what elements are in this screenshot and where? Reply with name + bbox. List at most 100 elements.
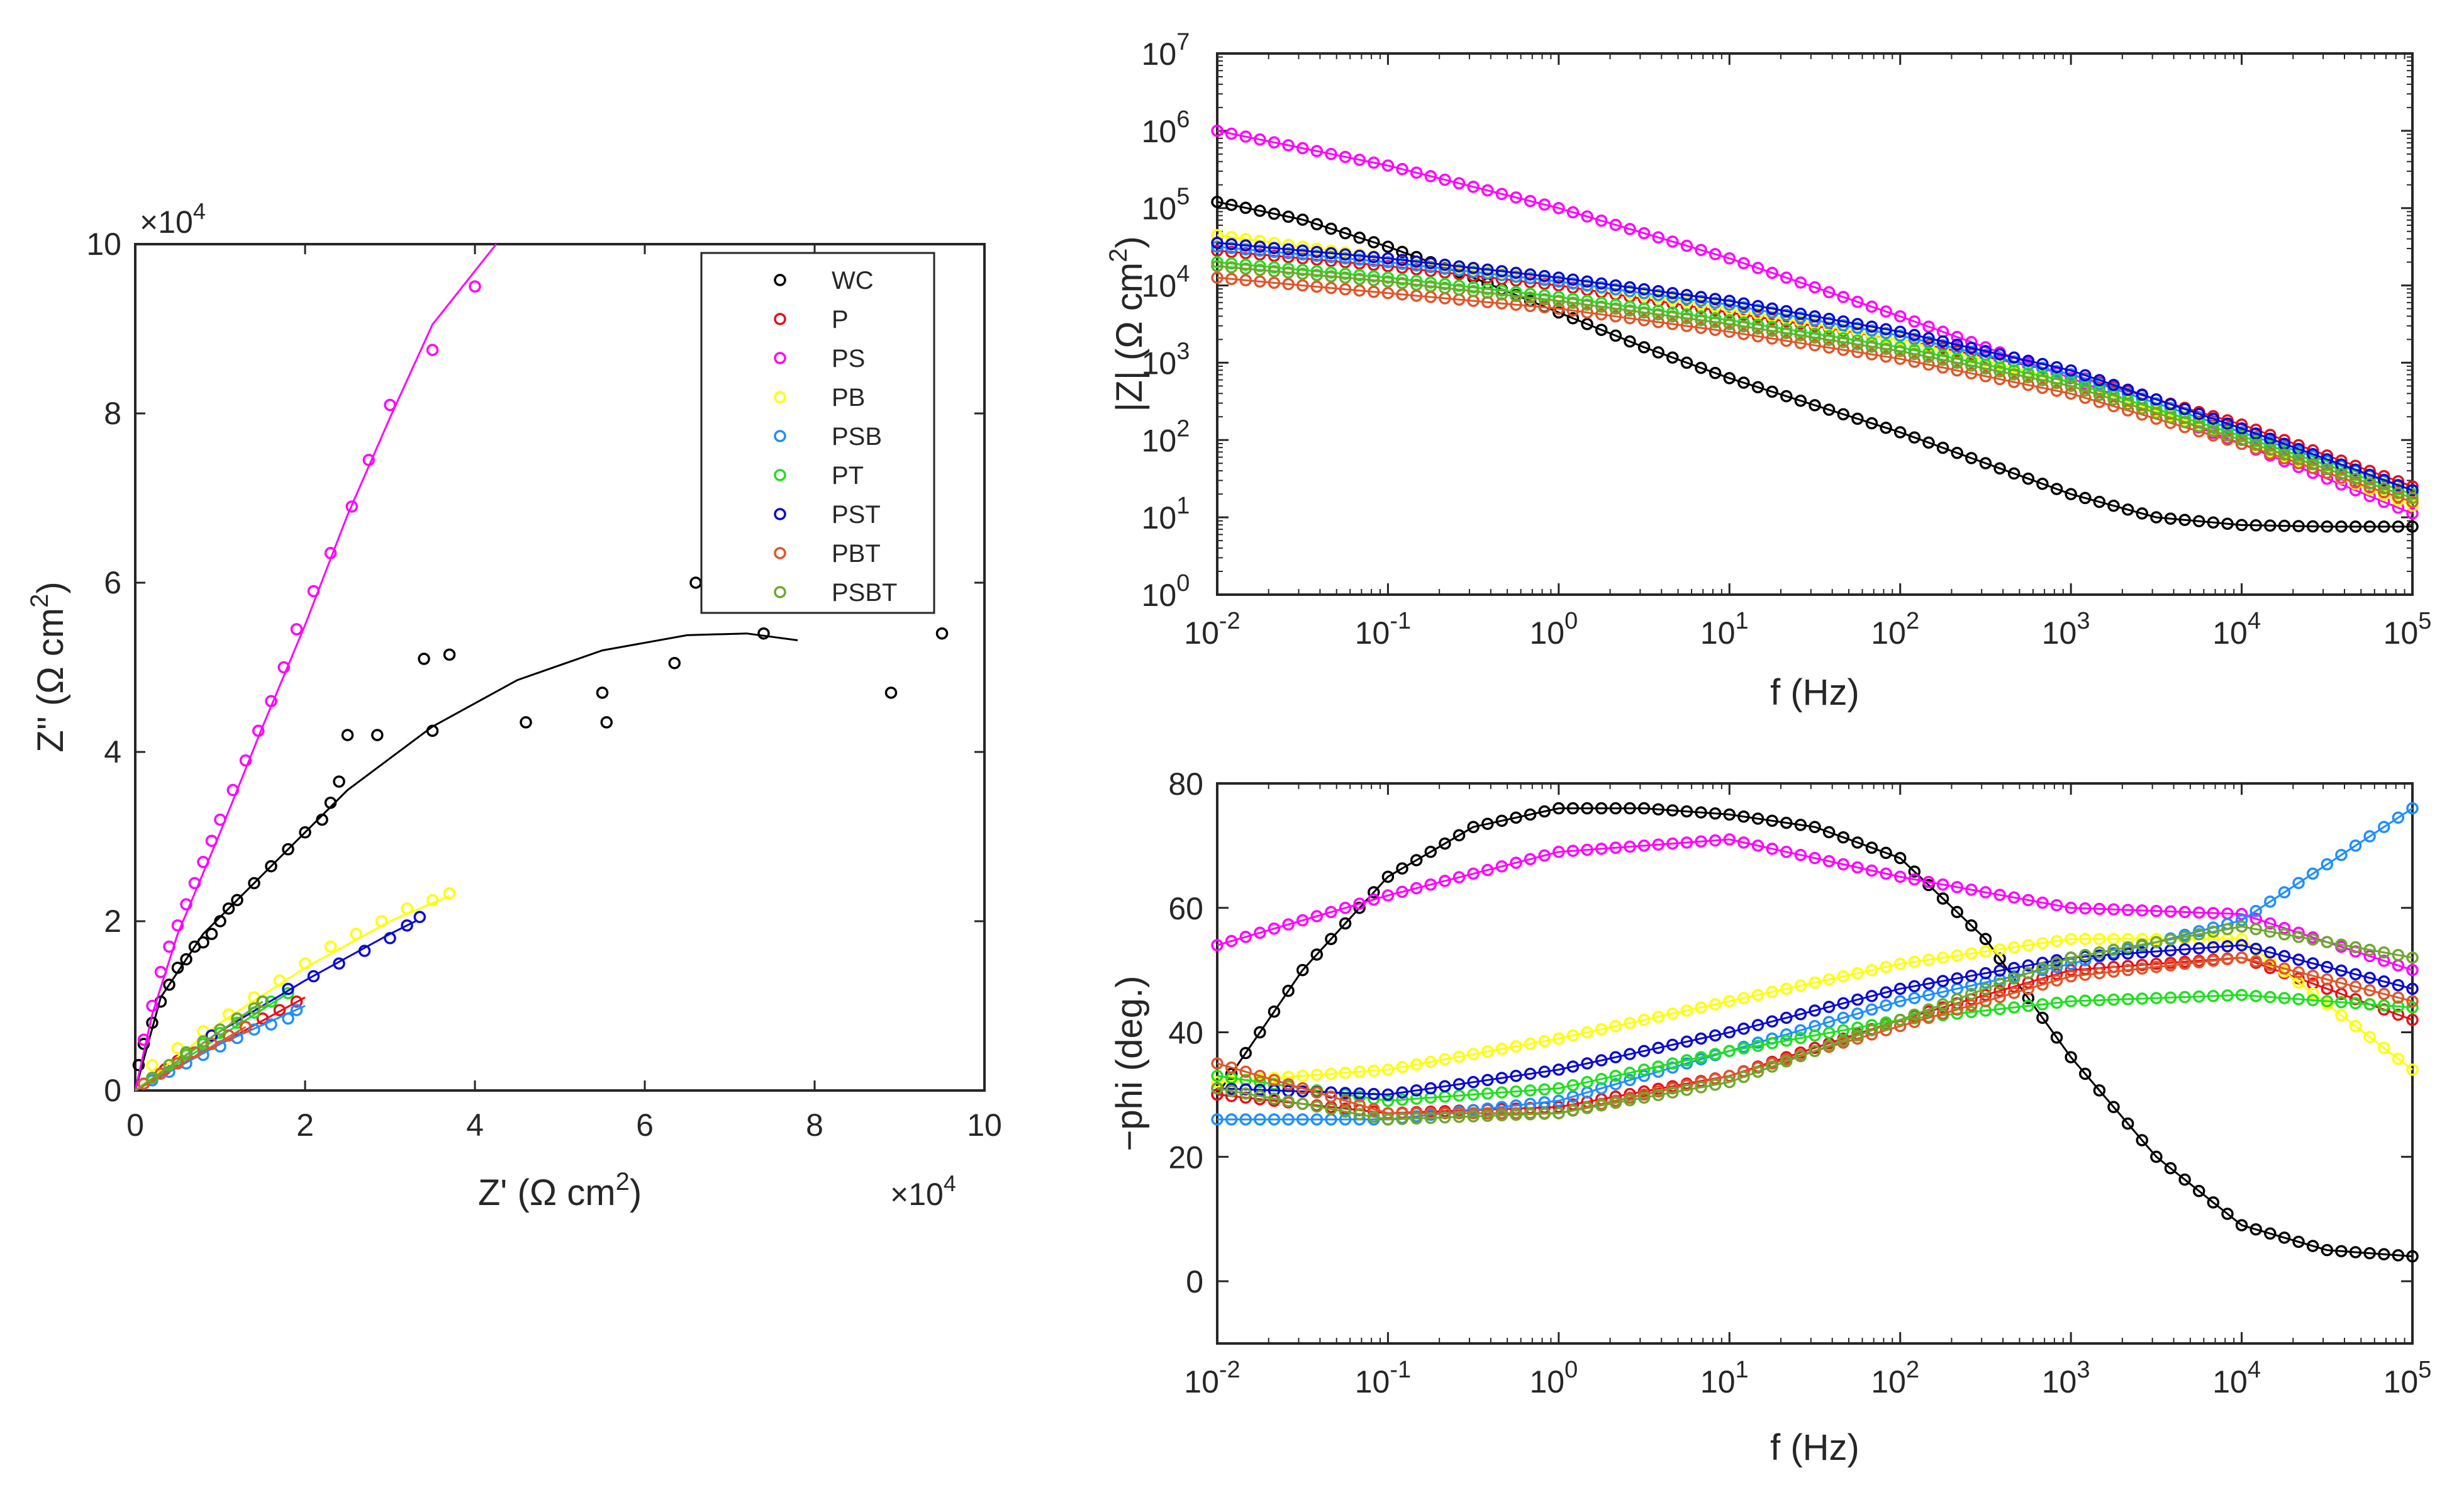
y-tick-label: 20 <box>1168 1140 1203 1175</box>
data-point <box>1979 989 1992 1001</box>
data-point <box>1794 276 1807 289</box>
y-tick-label: 80 <box>1168 766 1203 802</box>
data-point <box>1637 1014 1651 1026</box>
data-point <box>2079 491 2092 505</box>
data-point <box>2050 974 2063 987</box>
data-point <box>1780 1011 1793 1024</box>
data-point <box>2321 973 2334 986</box>
data-point <box>1695 244 1707 257</box>
data-point <box>1951 330 1963 344</box>
data-point <box>2107 499 2120 512</box>
data-point <box>2406 495 2419 508</box>
data-point <box>1908 328 1921 342</box>
data-point <box>2392 491 2405 503</box>
data-point <box>1951 993 1963 1006</box>
data-point <box>1439 837 1451 850</box>
data-point <box>299 826 311 839</box>
data-point <box>2136 388 2148 401</box>
legend-marker-psb <box>774 430 786 442</box>
data-point <box>1837 408 1849 421</box>
data-point <box>2249 442 2262 455</box>
data-point <box>371 729 384 741</box>
data-point <box>1922 350 1935 363</box>
data-point <box>316 813 328 826</box>
data-point <box>2292 877 2305 889</box>
fit-line <box>1216 807 2413 1258</box>
data-point <box>137 1077 150 1090</box>
data-point <box>1865 864 1878 877</box>
data-point <box>2406 982 2419 995</box>
data-point <box>2406 1063 2419 1076</box>
data-point <box>290 1004 303 1016</box>
data-point <box>1951 352 1963 366</box>
legend-marker-ps <box>774 352 786 364</box>
data-point <box>2392 978 2405 992</box>
data-point <box>2050 364 2063 378</box>
data-point <box>1922 1011 1935 1024</box>
legend-label-ps: PS <box>832 345 865 373</box>
data-point <box>1780 1028 1793 1041</box>
data-point <box>1737 992 1750 1004</box>
data-point <box>2065 368 2077 381</box>
data-point <box>1581 210 1593 223</box>
data-point <box>1837 997 1849 1010</box>
data-point <box>1723 1026 1736 1039</box>
data-point <box>1566 1060 1580 1073</box>
data-point <box>2278 444 2291 457</box>
data-point <box>1993 373 2006 386</box>
data-point <box>1993 361 2006 374</box>
data-point <box>256 1012 269 1025</box>
data-point <box>2207 421 2220 434</box>
data-point <box>1652 1011 1664 1023</box>
data-point <box>180 898 192 911</box>
x-tick-label: 103 <box>2042 608 2090 651</box>
data-point <box>1751 839 1764 852</box>
fit-line <box>1217 265 2413 499</box>
data-point <box>1880 999 1892 1012</box>
data-point <box>1865 1024 1878 1037</box>
data-point <box>2335 848 2348 861</box>
data-point <box>1510 856 1522 869</box>
data-point <box>1666 1007 1679 1020</box>
data-point <box>1652 1060 1664 1073</box>
x-tick-label: 104 <box>2212 608 2261 651</box>
data-point <box>2249 435 2262 447</box>
data-point <box>137 1033 150 1046</box>
bode-magnitude-y-ticks: 100 101 102 103 104 105 106 107 <box>1142 29 2412 613</box>
data-point <box>1908 992 1921 1004</box>
data-point <box>2079 1067 2092 1080</box>
data-point <box>1624 335 1636 348</box>
data-point <box>2093 374 2106 386</box>
x-tick-label: 105 <box>2383 1357 2432 1399</box>
data-point <box>1922 347 1935 359</box>
data-point <box>1510 191 1522 204</box>
data-point <box>1822 855 1836 868</box>
data-point <box>2235 437 2248 451</box>
data-point <box>1908 1008 1921 1021</box>
data-point <box>2249 427 2262 440</box>
data-point <box>1851 836 1864 849</box>
data-point <box>1965 987 1978 1001</box>
data-point <box>1296 914 1309 927</box>
data-point <box>1837 831 1849 844</box>
data-point <box>2264 958 2277 972</box>
data-point <box>1424 846 1437 858</box>
y-tick-label: 103 <box>1142 338 1190 381</box>
data-point <box>265 995 277 1008</box>
x-tick-label: 101 <box>1700 1357 1749 1399</box>
data-point <box>265 695 277 708</box>
data-point <box>2065 376 2077 388</box>
x-tick-label: 100 <box>1529 1357 1578 1399</box>
data-point <box>1751 381 1764 394</box>
data-point <box>1908 315 1921 328</box>
data-point <box>2306 957 2319 970</box>
data-point <box>2392 487 2405 500</box>
data-point <box>358 945 371 957</box>
data-point <box>596 687 609 699</box>
data-point <box>1979 345 1992 357</box>
data-point <box>2065 958 2077 970</box>
data-point <box>2065 379 2077 393</box>
data-point <box>2050 1031 2063 1044</box>
x-tick-label: 102 <box>1871 1357 1919 1399</box>
x-tick-label: 104 <box>2212 1357 2261 1399</box>
